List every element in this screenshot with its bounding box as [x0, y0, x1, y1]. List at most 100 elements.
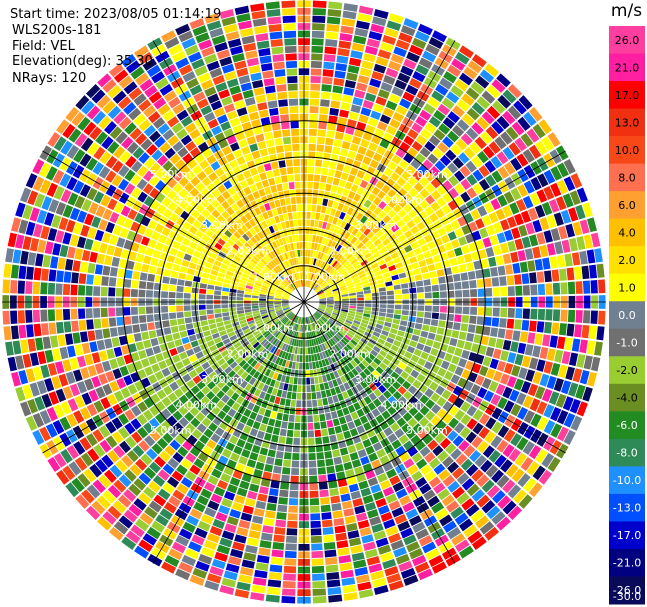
velocity-gate [227, 556, 242, 566]
velocity-gate [124, 269, 133, 279]
velocity-gate [499, 219, 510, 231]
velocity-gate [510, 251, 519, 263]
velocity-gate [204, 262, 213, 269]
velocity-gate [355, 512, 368, 522]
velocity-gate [287, 384, 293, 392]
velocity-gate [379, 295, 387, 300]
velocity-gate [359, 371, 368, 380]
velocity-gate [379, 349, 388, 358]
velocity-gate [300, 347, 303, 355]
velocity-gate [347, 444, 357, 454]
velocity-gate [75, 494, 90, 509]
velocity-gate [358, 480, 369, 490]
velocity-gate [181, 37, 197, 50]
velocity-gate [284, 558, 297, 566]
velocity-gate [334, 344, 341, 352]
velocity-gate [276, 207, 283, 215]
velocity-gate [109, 234, 119, 246]
velocity-gate [258, 240, 266, 248]
velocity-gate [383, 518, 396, 530]
velocity-gate [18, 219, 29, 234]
velocity-gate [57, 334, 66, 347]
velocity-gate [374, 327, 382, 334]
velocity-gate [386, 337, 395, 344]
velocity-gate [436, 197, 447, 208]
velocity-gate [289, 113, 299, 121]
velocity-gate [492, 490, 506, 504]
velocity-gate [247, 357, 255, 365]
velocity-gate [219, 330, 227, 337]
velocity-gate [355, 374, 364, 383]
velocity-gate [173, 422, 184, 433]
velocity-gate [236, 173, 245, 182]
velocity-gate [390, 344, 399, 352]
velocity-gate [231, 203, 240, 212]
velocity-gate [287, 312, 293, 318]
velocity-gate [236, 438, 246, 448]
velocity-gate [221, 96, 233, 107]
velocity-gate [482, 145, 495, 159]
velocity-gate [199, 283, 208, 289]
velocity-gate [194, 527, 208, 539]
velocity-gate [265, 170, 274, 179]
velocity-gate [496, 439, 509, 453]
velocity-gate [229, 435, 239, 445]
colorbar-swatch [609, 493, 645, 522]
velocity-gate [317, 467, 327, 475]
velocity-gate [251, 305, 259, 309]
velocity-gate [408, 281, 416, 288]
velocity-gate [213, 337, 222, 344]
velocity-gate [392, 111, 405, 123]
velocity-gate [274, 380, 281, 389]
velocity-gate [239, 163, 249, 172]
velocity-gate [295, 189, 301, 197]
velocity-gate [307, 174, 314, 182]
velocity-gate [84, 378, 95, 391]
range-ring-label: 4.00km [175, 193, 217, 206]
velocity-gate [348, 308, 356, 312]
velocity-gate [125, 60, 141, 74]
velocity-gate [87, 448, 100, 462]
velocity-gate [182, 71, 196, 83]
velocity-gate [485, 287, 493, 297]
velocity-gate [359, 224, 368, 233]
velocity-gate [258, 391, 266, 400]
velocity-gate [236, 13, 251, 23]
velocity-gate [217, 114, 229, 125]
velocity-gate [488, 337, 497, 348]
velocity-gate [536, 232, 546, 245]
velocity-gate [358, 340, 366, 348]
velocity-gate [300, 340, 303, 347]
velocity-gate [242, 425, 252, 434]
velocity-gate [200, 105, 213, 116]
velocity-gate [312, 361, 317, 369]
velocity-gate [311, 323, 316, 331]
velocity-gate [536, 321, 545, 333]
velocity-gate [281, 474, 290, 483]
velocity-gate [221, 63, 235, 74]
velocity-gate [101, 232, 112, 244]
velocity-gate [271, 269, 278, 276]
velocity-gate [203, 481, 216, 493]
velocity-gate [246, 490, 258, 500]
velocity-gate [95, 131, 108, 145]
velocity-gate [220, 362, 229, 371]
velocity-gate [73, 149, 86, 163]
velocity-gate [219, 537, 233, 548]
velocity-gate [510, 187, 522, 201]
velocity-gate [276, 265, 283, 272]
velocity-gate [47, 456, 61, 472]
colorbar-swatch [609, 466, 645, 495]
velocity-gate [320, 421, 327, 429]
velocity-gate [403, 458, 415, 469]
velocity-gate [93, 191, 105, 204]
velocity-gate [130, 174, 142, 186]
velocity-gate [598, 310, 606, 325]
velocity-gate [532, 345, 542, 358]
velocity-gate [333, 325, 340, 332]
velocity-gate [281, 0, 296, 8]
velocity-gate [7, 356, 18, 372]
velocity-gate [354, 128, 364, 138]
velocity-gate [268, 325, 275, 332]
velocity-gate [27, 190, 39, 206]
